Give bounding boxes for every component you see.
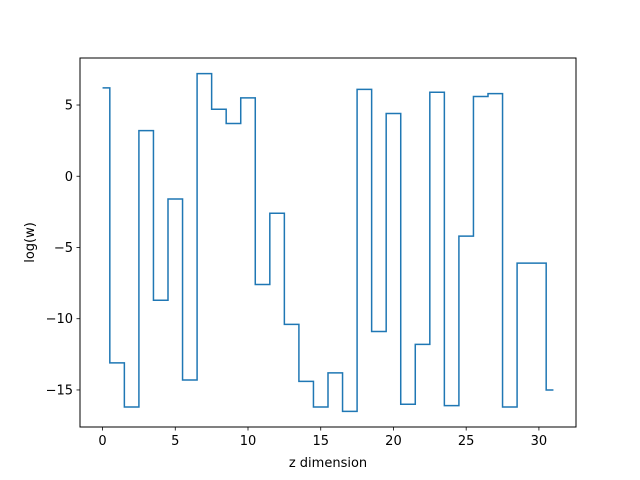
y-tick-label: −5 (54, 241, 73, 256)
x-tick-label: 25 (458, 434, 475, 449)
series-line-0 (102, 72, 554, 413)
x-tick-label: 15 (312, 434, 329, 449)
plot-series-group (102, 72, 554, 413)
axes-frame (79, 57, 577, 428)
y-tick-label: 5 (65, 99, 73, 114)
x-tick-label: 20 (385, 434, 402, 449)
y-axis-ticks: −15 −10 −5 0 5 (46, 99, 80, 398)
y-tick-label: −10 (46, 312, 73, 327)
x-tick-label: 0 (98, 434, 106, 449)
x-tick-label: 5 (171, 434, 179, 449)
y-axis-label: log(w) (23, 222, 38, 263)
x-tick-label: 30 (531, 434, 548, 449)
x-axis-label: z dimension (289, 456, 367, 471)
x-tick-label: 10 (240, 434, 257, 449)
x-axis-ticks: 0 5 10 15 20 25 30 (98, 427, 547, 449)
y-tick-label: −15 (46, 383, 73, 398)
y-tick-label: 0 (65, 170, 73, 185)
